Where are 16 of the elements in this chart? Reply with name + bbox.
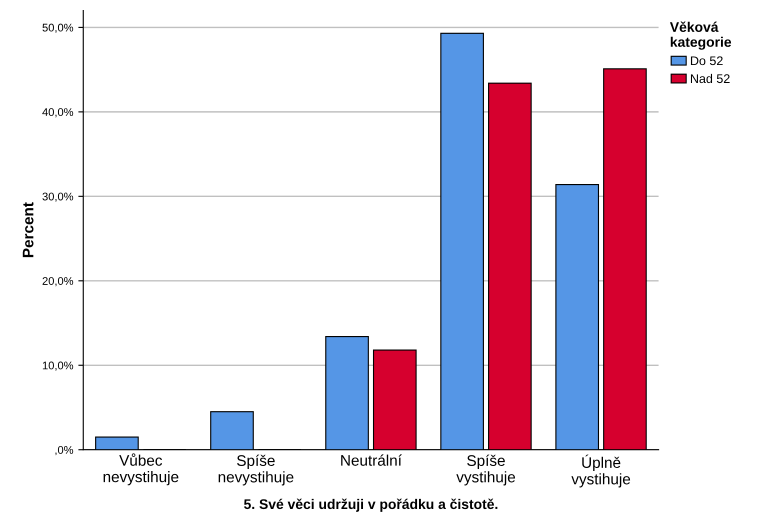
legend-label: Nad 52 [690, 74, 730, 84]
x-tick-label: Neutrální [341, 454, 402, 466]
x-axis-title: 5. Své věci udržuji v pořádku a čistotě. [244, 498, 498, 512]
y-axis-title: Percent [22, 202, 34, 258]
x-tick-label: Spíše vystihuje [456, 454, 516, 486]
legend-title: Věková kategorie [670, 21, 732, 50]
x-tick-label: Spíše nevystihuje [218, 454, 294, 486]
y-tick-label: ,0% [55, 446, 74, 456]
y-tick-label: 40,0% [42, 108, 74, 118]
y-tick-label: 50,0% [42, 24, 74, 33]
y-tick-label: 20,0% [42, 277, 74, 286]
legend-label: Do 52 [690, 56, 723, 66]
y-tick-label: 30,0% [42, 192, 74, 202]
x-tick-label: Vůbec nevystihuje [104, 453, 178, 486]
x-tick-label: Úplně vystihuje [571, 454, 630, 488]
y-tick-label: 10,0% [42, 362, 74, 371]
